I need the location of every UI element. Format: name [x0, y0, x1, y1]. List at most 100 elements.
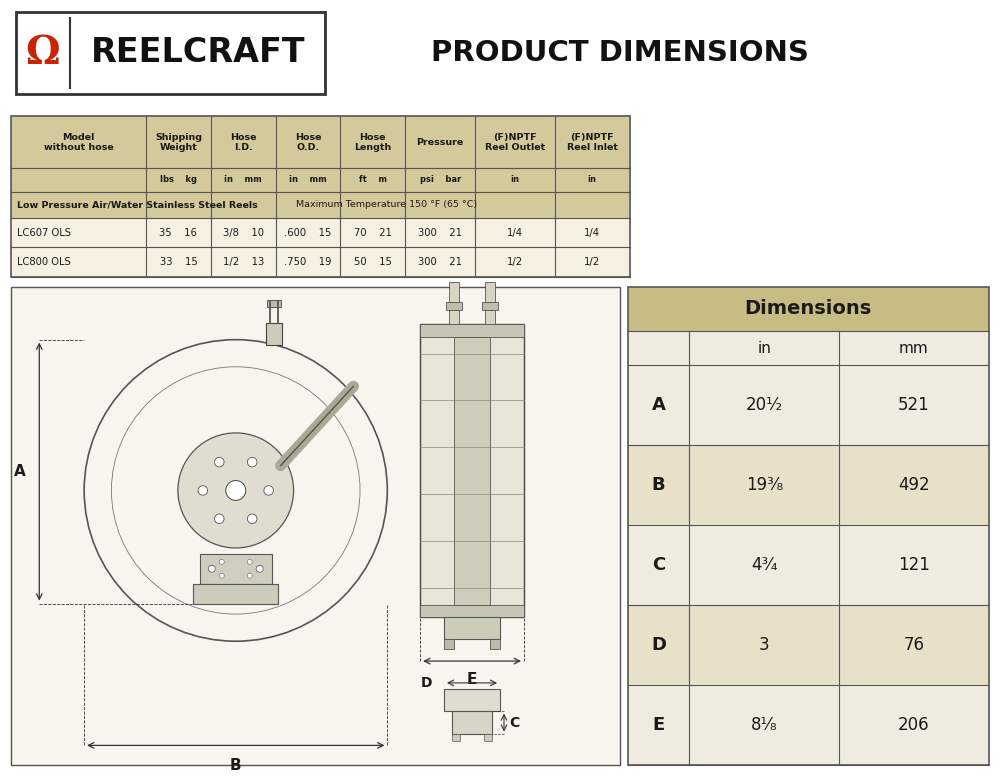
Text: in: in: [510, 176, 519, 184]
Text: D: D: [651, 636, 666, 654]
FancyBboxPatch shape: [628, 605, 989, 685]
Text: C: C: [652, 556, 665, 574]
Circle shape: [214, 514, 224, 524]
Text: mm: mm: [899, 341, 929, 356]
FancyBboxPatch shape: [454, 337, 490, 605]
FancyBboxPatch shape: [266, 323, 282, 345]
Text: PRODUCT DIMENSIONS: PRODUCT DIMENSIONS: [431, 39, 809, 67]
FancyBboxPatch shape: [11, 218, 630, 247]
Text: ft    m: ft m: [359, 176, 387, 184]
FancyBboxPatch shape: [628, 525, 989, 605]
FancyBboxPatch shape: [11, 247, 630, 277]
FancyBboxPatch shape: [485, 282, 495, 302]
Text: 1/4: 1/4: [584, 227, 600, 237]
FancyBboxPatch shape: [420, 605, 524, 618]
Text: psi    bar: psi bar: [420, 176, 461, 184]
Text: Ω: Ω: [25, 34, 60, 72]
Text: 33    15: 33 15: [160, 258, 197, 268]
Text: 492: 492: [898, 476, 930, 494]
Text: 521: 521: [898, 397, 930, 415]
Text: C: C: [509, 716, 519, 730]
FancyBboxPatch shape: [449, 310, 459, 324]
Text: 121: 121: [898, 556, 930, 574]
Text: 3: 3: [759, 636, 770, 654]
Text: (F)NPTF
Reel Inlet: (F)NPTF Reel Inlet: [567, 132, 618, 152]
FancyBboxPatch shape: [484, 734, 492, 741]
FancyBboxPatch shape: [452, 710, 492, 734]
Text: 70    21: 70 21: [354, 227, 392, 237]
FancyBboxPatch shape: [444, 640, 454, 649]
Text: 206: 206: [898, 717, 930, 734]
Text: Hose
I.D.: Hose I.D.: [230, 132, 256, 152]
Text: .750    19: .750 19: [284, 258, 332, 268]
Text: B: B: [230, 759, 242, 773]
Circle shape: [247, 457, 257, 467]
Text: B: B: [652, 476, 665, 494]
Text: Shipping
Weight: Shipping Weight: [155, 132, 202, 152]
FancyBboxPatch shape: [628, 331, 989, 366]
Text: REELCRAFT: REELCRAFT: [91, 37, 305, 69]
Text: in: in: [757, 341, 771, 356]
FancyBboxPatch shape: [482, 302, 498, 310]
Text: in    mm: in mm: [224, 176, 262, 184]
Text: lbs    kg: lbs kg: [160, 176, 197, 184]
FancyBboxPatch shape: [628, 446, 989, 525]
Text: 3/8    10: 3/8 10: [223, 227, 264, 237]
Circle shape: [208, 566, 215, 573]
FancyBboxPatch shape: [628, 287, 989, 331]
Text: 76: 76: [903, 636, 924, 654]
Text: 1/4: 1/4: [507, 227, 523, 237]
FancyBboxPatch shape: [11, 192, 630, 218]
Text: A: A: [14, 464, 25, 479]
Text: 1/2: 1/2: [584, 258, 600, 268]
Text: 8¹⁄₈: 8¹⁄₈: [751, 717, 778, 734]
Circle shape: [198, 485, 208, 496]
Circle shape: [226, 481, 246, 500]
Text: Low Pressure Air/Water Stainless Steel Reels: Low Pressure Air/Water Stainless Steel R…: [17, 200, 258, 209]
Circle shape: [247, 573, 252, 578]
FancyBboxPatch shape: [420, 324, 524, 337]
FancyBboxPatch shape: [420, 324, 524, 618]
Text: A: A: [652, 397, 665, 415]
Circle shape: [178, 433, 294, 548]
FancyBboxPatch shape: [193, 584, 278, 604]
FancyBboxPatch shape: [11, 117, 630, 168]
Text: in: in: [588, 176, 597, 184]
FancyBboxPatch shape: [200, 554, 272, 584]
FancyBboxPatch shape: [444, 618, 500, 640]
FancyBboxPatch shape: [485, 310, 495, 324]
Text: D: D: [421, 676, 432, 690]
FancyBboxPatch shape: [444, 689, 500, 710]
Text: E: E: [467, 672, 477, 687]
Circle shape: [219, 559, 224, 564]
Text: 300    21: 300 21: [418, 258, 462, 268]
FancyBboxPatch shape: [11, 168, 630, 192]
Circle shape: [219, 573, 224, 578]
FancyBboxPatch shape: [452, 734, 460, 741]
Circle shape: [247, 559, 252, 564]
Text: 19³⁄₈: 19³⁄₈: [746, 476, 783, 494]
Text: .600    15: .600 15: [284, 227, 332, 237]
Text: 1/2    13: 1/2 13: [223, 258, 264, 268]
Circle shape: [264, 485, 273, 496]
Text: Hose
O.D.: Hose O.D.: [295, 132, 321, 152]
FancyBboxPatch shape: [16, 12, 325, 93]
Text: LC800 OLS: LC800 OLS: [17, 258, 71, 268]
FancyBboxPatch shape: [446, 302, 462, 310]
FancyBboxPatch shape: [628, 685, 989, 766]
Text: 1/2: 1/2: [507, 258, 523, 268]
Text: in    mm: in mm: [289, 176, 327, 184]
Text: Dimensions: Dimensions: [745, 300, 872, 318]
Circle shape: [256, 566, 263, 573]
FancyBboxPatch shape: [267, 300, 281, 307]
Text: 35    16: 35 16: [159, 227, 197, 237]
Circle shape: [214, 457, 224, 467]
Text: 300    21: 300 21: [418, 227, 462, 237]
Text: 4³⁄₄: 4³⁄₄: [751, 556, 778, 574]
FancyBboxPatch shape: [628, 366, 989, 446]
Text: Hose
Length: Hose Length: [354, 132, 391, 152]
FancyBboxPatch shape: [490, 640, 500, 649]
Text: E: E: [652, 717, 665, 734]
Text: Maximum Temperature 150 °F (65 °C): Maximum Temperature 150 °F (65 °C): [296, 200, 477, 209]
Circle shape: [247, 514, 257, 524]
